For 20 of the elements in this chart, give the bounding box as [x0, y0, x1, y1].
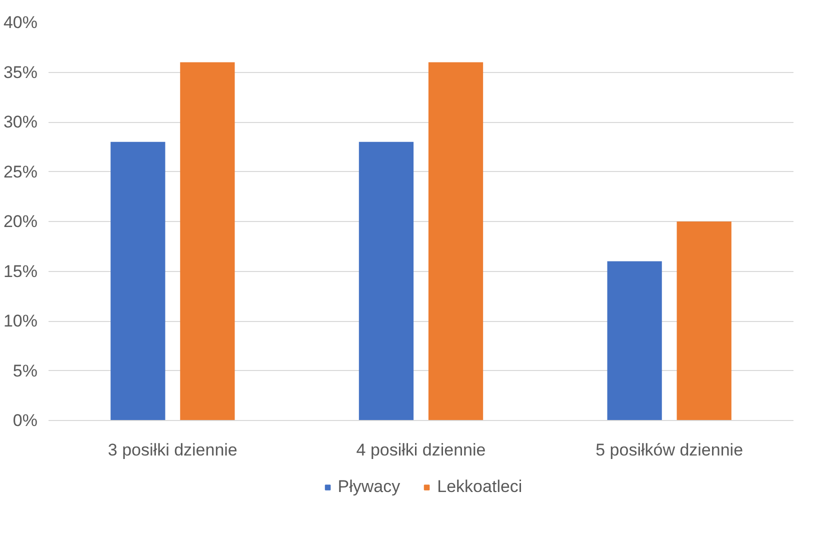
y-tick-label: 30%: [3, 112, 38, 132]
legend-label: Lekkoatleci: [437, 477, 522, 497]
bar: [110, 142, 166, 420]
y-tick-label: 5%: [12, 361, 38, 380]
y-tick-label: 25%: [3, 162, 38, 182]
y-tick-label: 0%: [12, 411, 38, 430]
x-tick-label: 5 posiłków dziennie: [596, 440, 744, 460]
x-tick-label: 4 posiłki dziennie: [356, 440, 486, 460]
y-tick-label: 40%: [3, 13, 38, 32]
bar: [428, 62, 484, 420]
legend-label: Pływacy: [338, 477, 400, 497]
bar: [358, 142, 414, 420]
bar: [607, 261, 662, 420]
bar: [180, 62, 235, 420]
y-tick-label: 15%: [3, 262, 38, 281]
bar: [676, 222, 732, 420]
x-tick-label: 3 posiłki dziennie: [108, 440, 238, 460]
y-tick-label: 20%: [3, 212, 38, 231]
y-tick-label: 35%: [3, 62, 38, 82]
y-tick-label: 10%: [3, 312, 38, 330]
